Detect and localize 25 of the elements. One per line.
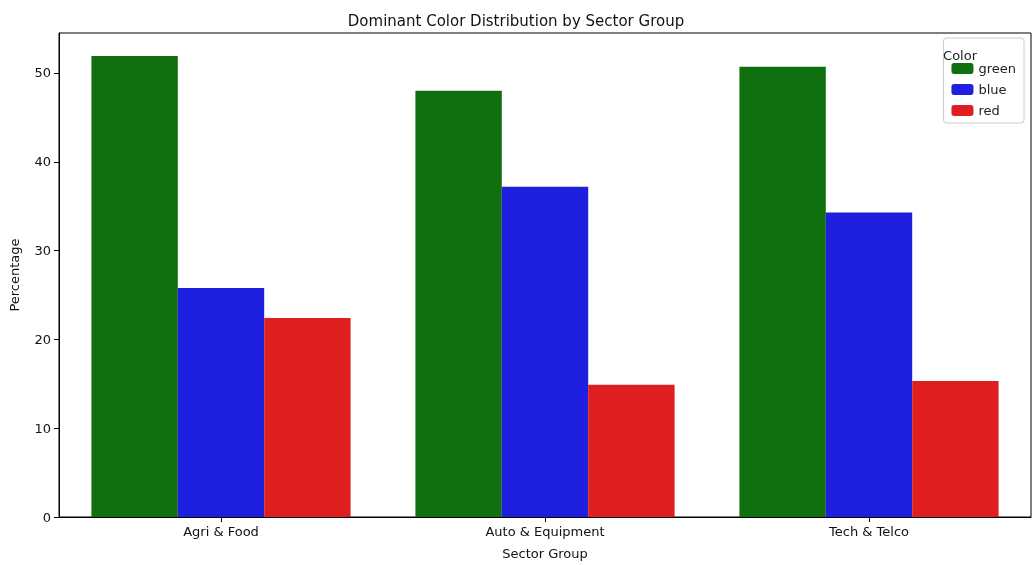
y-tick-label: 20 xyxy=(34,331,51,347)
bar xyxy=(739,66,826,517)
bar xyxy=(912,381,999,517)
x-tick-label: Agri & Food xyxy=(183,524,259,539)
x-tick-label: Tech & Telco xyxy=(828,524,910,539)
bar xyxy=(91,56,178,517)
y-tick-label: 40 xyxy=(34,154,51,170)
x-tick-label: Auto & Equipment xyxy=(485,524,605,539)
x-axis-title: Sector Group xyxy=(502,546,588,561)
y-tick-label: 0 xyxy=(42,509,51,525)
legend-title: Color xyxy=(943,48,978,63)
bar xyxy=(825,212,913,517)
y-tick-label: 30 xyxy=(34,243,51,259)
legend-label: green xyxy=(978,61,1016,76)
y-axis-title: Percentage xyxy=(7,238,22,312)
bar xyxy=(415,90,502,517)
y-tick-label: 50 xyxy=(34,65,51,81)
bar xyxy=(264,318,351,517)
bar xyxy=(177,287,265,517)
bar xyxy=(588,384,675,517)
y-tick-label: 10 xyxy=(34,420,51,436)
legend-label: red xyxy=(978,103,1000,118)
bar xyxy=(501,186,589,517)
legend-label: blue xyxy=(978,82,1007,97)
chart-title: Dominant Color Distribution by Sector Group xyxy=(347,11,685,30)
